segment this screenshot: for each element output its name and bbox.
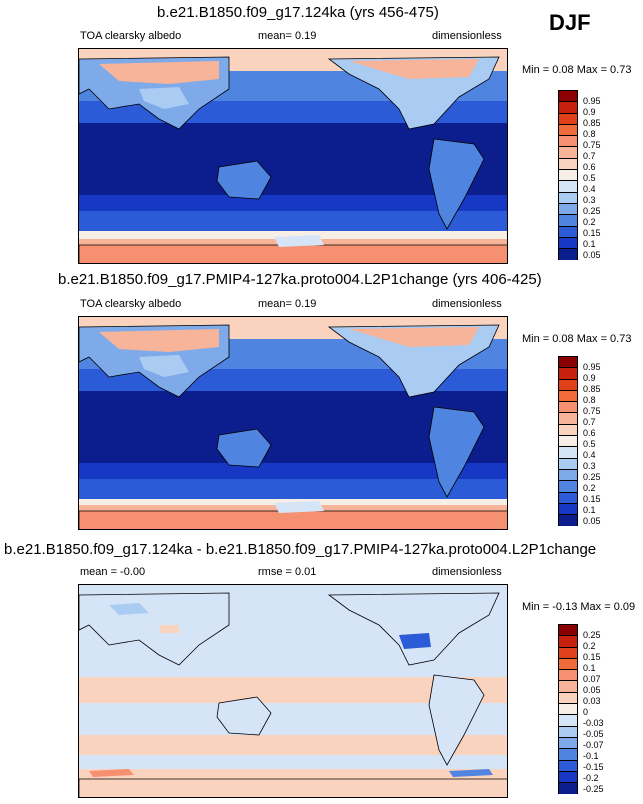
season-label: DJF xyxy=(549,10,591,35)
panel-2-variable: TOA clearsky albedo xyxy=(80,298,182,310)
panel-1-colorbar xyxy=(558,90,578,261)
colorbar-tick: 0.7 xyxy=(583,417,596,427)
panel-2-map-graphic xyxy=(79,317,507,529)
panel-3-rmse: rmse = 0.01 xyxy=(258,566,317,578)
colorbar-tick: 0.7 xyxy=(583,151,596,161)
colorbar-tick: 0.95 xyxy=(583,362,601,372)
colorbar-tick: 0.75 xyxy=(583,406,601,416)
colorbar-tick: 0.9 xyxy=(583,107,596,117)
colorbar-tick: -0.05 xyxy=(583,729,604,739)
colorbar-tick: 0.6 xyxy=(583,428,596,438)
colorbar-tick: 0.3 xyxy=(583,195,596,205)
panel-1-units: dimensionless xyxy=(432,30,502,42)
panel-3-title: b.e21.B1850.f09_g17.124ka - b.e21.B1850.… xyxy=(4,541,597,558)
panel-3-units: dimensionless xyxy=(432,566,502,578)
colorbar-tick: 0.25 xyxy=(583,472,601,482)
colorbar-tick: 0.03 xyxy=(583,696,601,706)
colorbar-tick: 0.2 xyxy=(583,641,596,651)
colorbar-tick: 0.9 xyxy=(583,373,596,383)
panel-3-minmax: Min = -0.13 Max = 0.09 xyxy=(522,601,636,613)
panel-1-mean: mean= 0.19 xyxy=(258,30,317,42)
panel-1-map xyxy=(78,48,508,264)
panel-2-minmax: Min = 0.08 Max = 0.73 xyxy=(522,333,632,345)
panel-2-units: dimensionless xyxy=(432,298,502,310)
colorbar-tick: 0.6 xyxy=(583,162,596,172)
colorbar-tick: 0.05 xyxy=(583,685,601,695)
colorbar-tick: 0.3 xyxy=(583,461,596,471)
colorbar-tick: 0.1 xyxy=(583,505,596,515)
colorbar-tick: 0.85 xyxy=(583,118,601,128)
panel-3-mean: mean = -0.00 xyxy=(80,566,146,578)
colorbar-tick: 0.2 xyxy=(583,217,596,227)
colorbar-tick: 0.15 xyxy=(583,494,601,504)
colorbar-tick: 0.5 xyxy=(583,173,596,183)
colorbar-tick: 0.95 xyxy=(583,96,601,106)
panel-3-map xyxy=(78,584,508,798)
colorbar-tick: 0.25 xyxy=(583,630,601,640)
panel-2-title: b.e21.B1850.f09_g17.PMIP4-127ka.proto004… xyxy=(58,271,542,288)
panel-2-map xyxy=(78,316,508,530)
colorbar-tick: 0.8 xyxy=(583,395,596,405)
colorbar-tick: 0.4 xyxy=(583,184,596,194)
panel-1-title: b.e21.B1850.f09_g17.124ka (yrs 456-475) xyxy=(157,4,439,21)
colorbar-tick: 0.4 xyxy=(583,450,596,460)
colorbar-tick: 0.15 xyxy=(583,652,601,662)
colorbar-tick: 0.25 xyxy=(583,206,601,216)
colorbar-tick: -0.03 xyxy=(583,718,604,728)
panel-1-minmax: Min = 0.08 Max = 0.73 xyxy=(522,64,632,76)
panel-1-variable: TOA clearsky albedo xyxy=(80,30,182,42)
colorbar-tick: -0.07 xyxy=(583,740,604,750)
panel-2-colorbar xyxy=(558,356,578,527)
panel-2-mean: mean= 0.19 xyxy=(258,298,317,310)
colorbar-tick: 0.85 xyxy=(583,384,601,394)
colorbar-tick: 0.8 xyxy=(583,129,596,139)
panel-3-colorbar xyxy=(558,624,578,795)
panel-3-map-graphic xyxy=(79,585,507,797)
panel-1-map-graphic xyxy=(79,49,507,263)
colorbar-tick: -0.15 xyxy=(583,762,604,772)
colorbar-tick: 0.05 xyxy=(583,516,601,526)
colorbar-tick: 0.05 xyxy=(583,250,601,260)
colorbar-tick: -0.2 xyxy=(583,773,599,783)
colorbar-tick: 0.5 xyxy=(583,439,596,449)
colorbar-tick: -0.25 xyxy=(583,784,604,794)
colorbar-tick: 0.1 xyxy=(583,663,596,673)
colorbar-tick: 0.15 xyxy=(583,228,601,238)
colorbar-tick: 0.1 xyxy=(583,239,596,249)
colorbar-tick: -0.1 xyxy=(583,751,599,761)
colorbar-tick: 0.07 xyxy=(583,674,601,684)
colorbar-tick: 0 xyxy=(583,707,589,717)
colorbar-tick: 0.2 xyxy=(583,483,596,493)
colorbar-tick: 0.75 xyxy=(583,140,601,150)
